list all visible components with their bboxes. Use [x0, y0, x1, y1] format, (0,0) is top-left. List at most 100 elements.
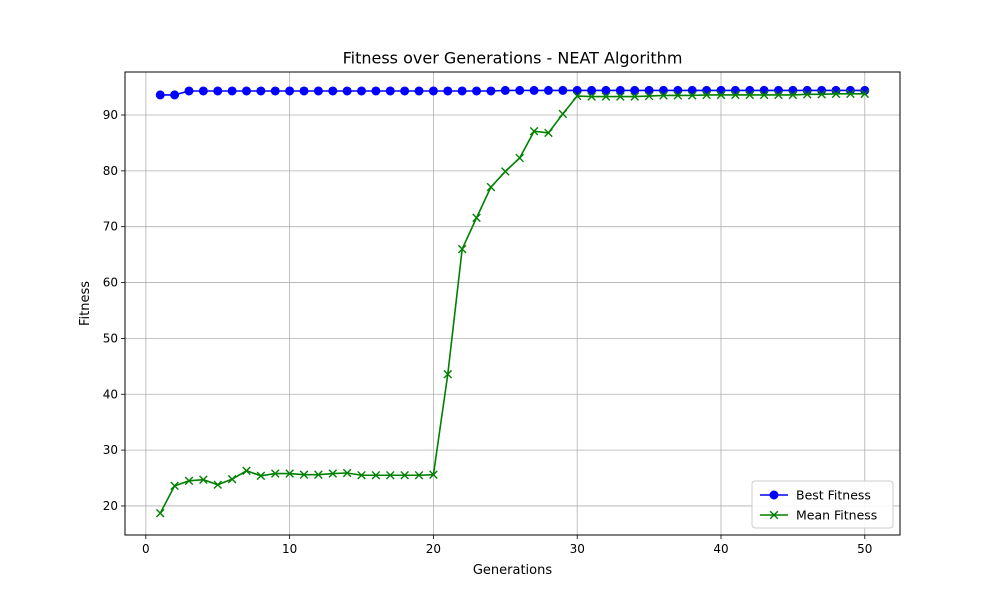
mean-fitness-point: [170, 481, 179, 491]
x-marker-stroke: [558, 109, 568, 119]
best-fitness-point: [198, 86, 208, 96]
legend-label: Best Fitness: [796, 488, 871, 503]
mean-fitness-point: [644, 91, 654, 101]
x-marker-stroke: [213, 480, 223, 490]
series-mean-fitness: [155, 89, 870, 518]
best-fitness-point: [515, 85, 525, 95]
x-tick-label: 20: [426, 542, 441, 556]
x-marker-stroke: [802, 90, 812, 99]
x-marker-stroke: [155, 508, 165, 518]
x-marker-stroke: [443, 369, 453, 379]
best-fitness-point: [385, 86, 395, 96]
legend: Best Fitness Mean Fitness: [751, 480, 894, 529]
best-fitness-point: [443, 86, 453, 96]
mean-fitness-point: [673, 91, 683, 100]
x-marker-stroke: [242, 466, 251, 476]
x-marker-stroke: [745, 90, 755, 100]
x-marker-stroke: [731, 90, 740, 100]
best-fitness-point: [184, 86, 194, 96]
x-marker-stroke: [659, 91, 668, 100]
mean-fitness-point: [587, 92, 596, 101]
legend-marker: [769, 490, 779, 500]
best-fitness-point: [630, 85, 640, 95]
best-fitness-point: [587, 85, 597, 95]
x-tick-label: 0: [142, 542, 150, 556]
x-marker-stroke: [314, 470, 323, 479]
x-marker-stroke: [544, 128, 553, 138]
best-fitness-point: [457, 86, 467, 96]
best-fitness-point: [428, 86, 438, 96]
best-fitness-point: [500, 85, 510, 95]
best-fitness-point: [788, 85, 798, 95]
mean-fitness-point: [371, 470, 381, 480]
mean-fitness-point: [400, 470, 409, 480]
mean-fitness-point: [788, 90, 798, 100]
mean-fitness-point: [702, 90, 711, 100]
mean-fitness-point: [457, 244, 467, 254]
best-fitness-point: [529, 85, 539, 95]
best-fitness-point: [759, 85, 769, 95]
best-fitness-point: [673, 85, 683, 95]
mean-fitness-point: [414, 470, 424, 480]
best-fitness-point: [601, 85, 611, 95]
mean-fitness-point: [831, 89, 841, 99]
y-tick-label: 40: [103, 387, 118, 401]
mean-fitness-point: [429, 470, 438, 479]
x-marker-stroke: [371, 470, 381, 480]
mean-fitness-point: [774, 90, 783, 100]
y-tick-label: 30: [103, 443, 118, 457]
x-marker-stroke: [774, 90, 783, 100]
best-fitness-point: [299, 86, 309, 96]
mean-fitness-point: [155, 508, 165, 518]
mean-fitness-point: [846, 89, 855, 99]
best-fitness-point: [817, 85, 827, 95]
mean-fitness-point: [630, 92, 640, 101]
x-marker-stroke: [486, 182, 496, 192]
best-fitness-point: [241, 86, 251, 96]
legend-item-best-fitness: Best Fitness: [760, 488, 871, 503]
x-marker-stroke: [472, 213, 481, 223]
best-fitness-point: [342, 86, 352, 96]
best-fitness-point: [774, 85, 784, 95]
x-marker-stroke: [687, 91, 697, 100]
best-fitness-point: [730, 85, 740, 95]
x-marker-stroke: [616, 92, 625, 101]
x-tick-label: 10: [282, 542, 297, 556]
mean-fitness-point: [472, 213, 481, 223]
mean-fitness-point: [385, 470, 395, 480]
mean-fitness-point: [572, 91, 582, 101]
mean-fitness-point: [759, 90, 769, 100]
mean-fitness-point: [802, 90, 812, 99]
mean-fitness-line: [159, 92, 865, 514]
ticks: 0 10 20 30 40 50 20 30 40 50 60 70 80 90: [103, 108, 873, 556]
mean-fitness-point: [659, 91, 668, 100]
y-tick-label: 50: [103, 331, 118, 345]
mean-fitness-point: [501, 167, 510, 176]
best-fitness-point: [285, 86, 295, 96]
y-tick-label: 20: [103, 499, 118, 513]
best-fitness-point: [227, 86, 237, 96]
x-marker-stroke: [457, 244, 467, 254]
legend-box: [751, 480, 894, 529]
x-marker-stroke: [227, 474, 237, 484]
mean-fitness-point: [256, 471, 266, 481]
x-marker-stroke: [788, 90, 798, 100]
best-fitness-point: [558, 85, 568, 95]
x-marker-stroke: [860, 89, 870, 99]
x-tick-label: 40: [713, 542, 728, 556]
mean-fitness-point: [716, 90, 726, 100]
best-fitness-point: [414, 86, 424, 96]
best-fitness-point: [328, 86, 338, 96]
x-marker-stroke: [846, 89, 855, 99]
y-axis-label: Fitness: [78, 281, 93, 326]
mean-fitness-point: [731, 90, 740, 100]
legend-item-mean-fitness: Mean Fitness: [760, 508, 877, 523]
mean-fitness-point: [199, 475, 208, 485]
mean-fitness-point: [860, 89, 870, 99]
x-marker-stroke: [357, 470, 366, 480]
best-fitness-point: [357, 86, 367, 96]
mean-fitness-point: [687, 91, 697, 100]
mean-fitness-point: [616, 92, 625, 101]
